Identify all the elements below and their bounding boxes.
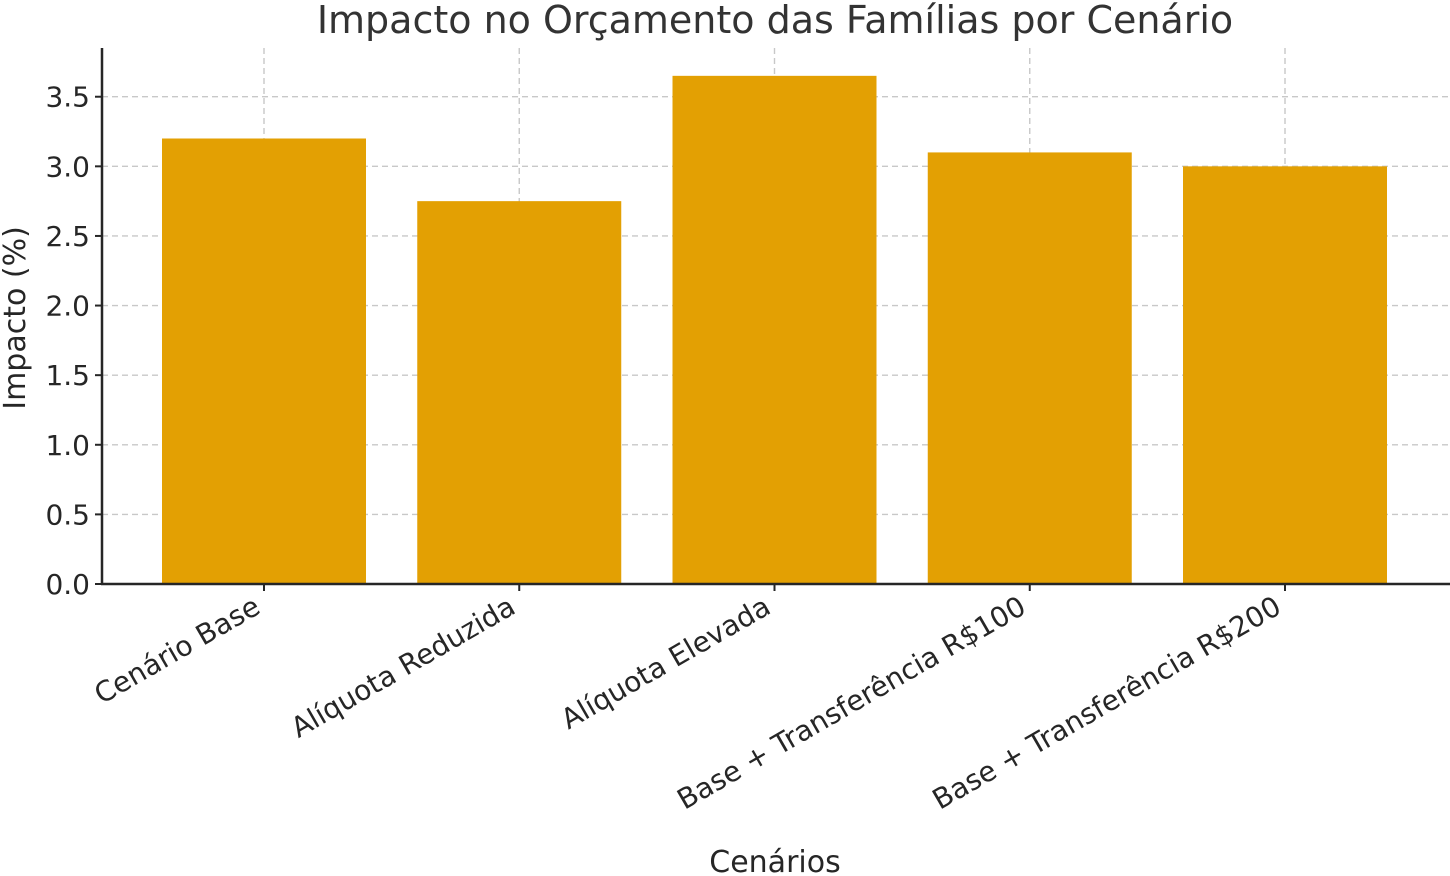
x-tick-label: Alíquota Elevada — [555, 589, 776, 735]
x-axis-ticks: Cenário Base Alíquota Reduzida Alíquota El… — [89, 584, 1287, 816]
bar — [672, 75, 877, 585]
y-tick-label: 1.0 — [45, 429, 90, 462]
y-tick-label: 3.5 — [45, 81, 90, 114]
bar — [162, 138, 366, 584]
y-tick-label: 3.0 — [45, 150, 90, 183]
y-tick-label: 1.5 — [45, 359, 90, 392]
y-tick-label: 2.0 — [45, 290, 90, 323]
y-tick-label: 2.5 — [45, 220, 90, 253]
y-axis-label: Impacto (%) — [0, 226, 33, 410]
x-tick-label: Alíquota Reduzida — [285, 589, 520, 744]
y-tick-label: 0.5 — [45, 498, 90, 531]
y-tick-label: 0.0 — [45, 568, 90, 601]
bar — [1183, 166, 1387, 585]
x-axis-label: Cenários — [709, 845, 840, 876]
bar — [417, 201, 622, 584]
bars — [162, 75, 1387, 585]
chart-title: Impacto no Orçamento das Famílias por Ce… — [317, 0, 1233, 42]
y-axis-ticks: 0.0 0.5 1.0 1.5 2.0 2.5 3.0 3.5 — [45, 81, 102, 601]
x-tick-label: Cenário Base — [89, 589, 266, 710]
bar — [927, 152, 1132, 584]
